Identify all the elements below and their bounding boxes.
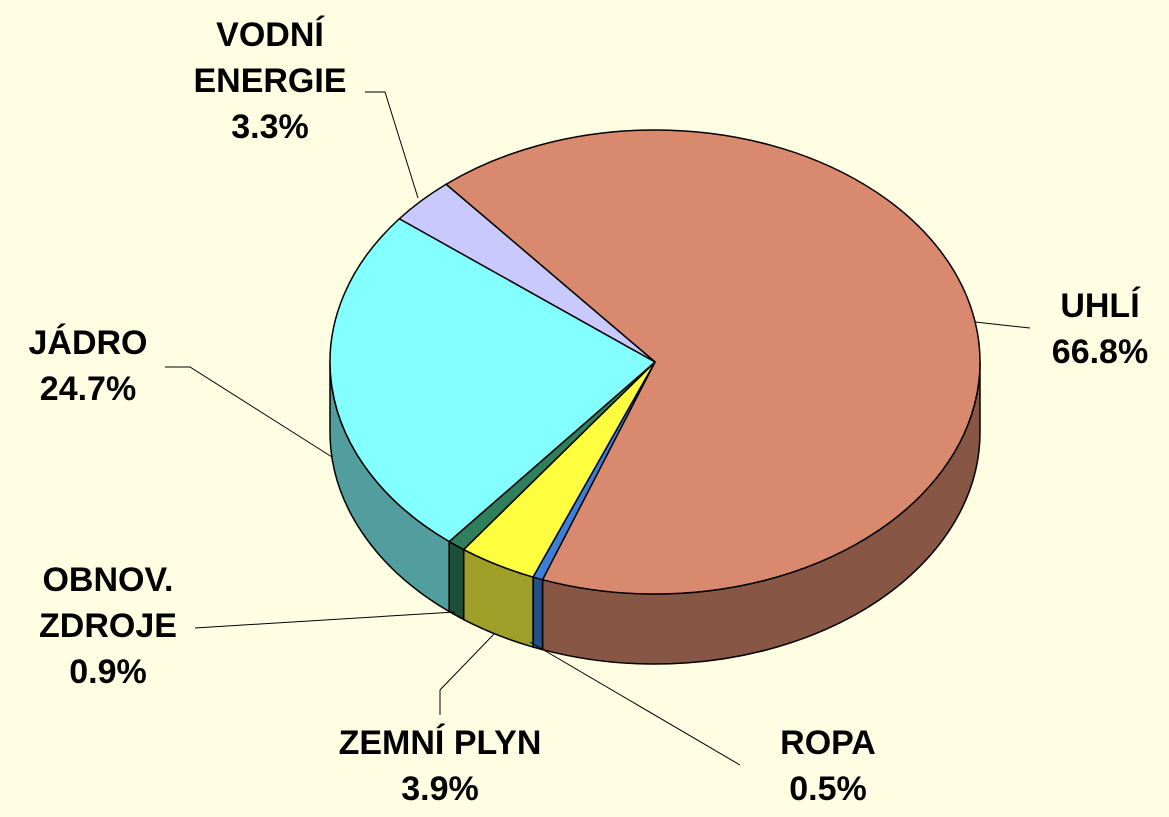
- slice-label: ZEMNÍ PLYN 3.9%: [290, 720, 590, 812]
- leader-line: [194, 611, 456, 629]
- slice-label: JÁDRO 24.7%: [0, 320, 176, 412]
- slice-label: VODNÍ ENERGIE 3.3%: [170, 12, 370, 150]
- leader-lines: [165, 91, 1031, 766]
- value-label: 3.3%: [231, 108, 309, 146]
- leader-line: [365, 91, 419, 199]
- category-label: VODNÍ ENERGIE: [193, 16, 347, 100]
- category-label: ZEMNÍ PLYN: [338, 724, 542, 762]
- slice-label: UHLÍ 66.8%: [1020, 283, 1169, 375]
- leader-line: [529, 641, 741, 766]
- value-label: 66.8%: [1051, 333, 1149, 371]
- leader-line: [165, 366, 333, 458]
- leader-line: [974, 321, 1031, 329]
- value-label: 24.7%: [39, 370, 137, 408]
- value-label: 0.9%: [69, 653, 147, 691]
- slice: [398, 183, 656, 363]
- slice-side: [532, 576, 544, 651]
- slice-side: [448, 540, 465, 621]
- slice-label: OBNOV. ZDROJE 0.9%: [8, 557, 208, 695]
- value-label: 0.5%: [789, 770, 867, 808]
- leader-line: [439, 633, 495, 715]
- category-label: ROPA: [780, 724, 876, 762]
- value-label: 3.9%: [401, 770, 479, 808]
- category-label: UHLÍ: [1060, 287, 1140, 325]
- category-label: JÁDRO: [28, 324, 148, 362]
- category-label: OBNOV. ZDROJE: [39, 561, 177, 645]
- slice: [329, 217, 657, 543]
- slice-label: ROPA 0.5%: [738, 720, 918, 812]
